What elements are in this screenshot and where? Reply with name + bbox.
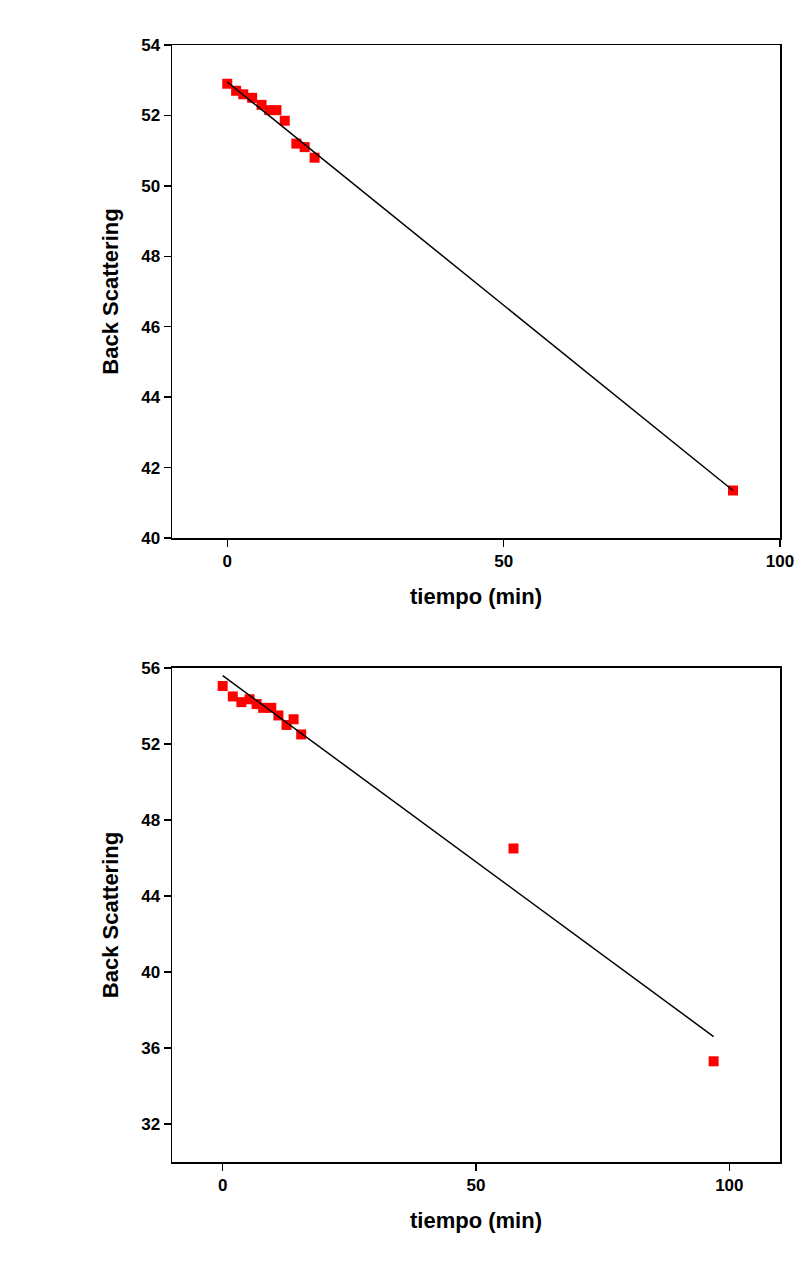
svg-text:50: 50 [467,1176,486,1195]
svg-text:100: 100 [766,552,794,571]
svg-text:Back Scattering: Back Scattering [98,208,123,374]
svg-text:44: 44 [141,887,160,906]
svg-text:tiempo (min): tiempo (min) [410,584,542,609]
svg-text:50: 50 [141,177,160,196]
svg-text:Back Scattering: Back Scattering [98,832,123,998]
svg-text:46: 46 [141,318,160,337]
svg-text:40: 40 [141,963,160,982]
svg-text:0: 0 [218,1176,227,1195]
svg-text:56: 56 [141,659,160,678]
svg-text:0: 0 [223,552,232,571]
svg-text:42: 42 [141,459,160,478]
svg-text:52: 52 [141,106,160,125]
svg-text:50: 50 [494,552,513,571]
svg-text:40: 40 [141,529,160,548]
svg-text:44: 44 [141,388,160,407]
svg-text:32: 32 [141,1115,160,1134]
svg-text:54: 54 [141,36,160,55]
svg-text:36: 36 [141,1039,160,1058]
svg-text:100: 100 [715,1176,743,1195]
svg-text:48: 48 [141,247,160,266]
svg-text:48: 48 [141,811,160,830]
svg-text:52: 52 [141,735,160,754]
svg-text:tiempo (min): tiempo (min) [410,1208,542,1233]
